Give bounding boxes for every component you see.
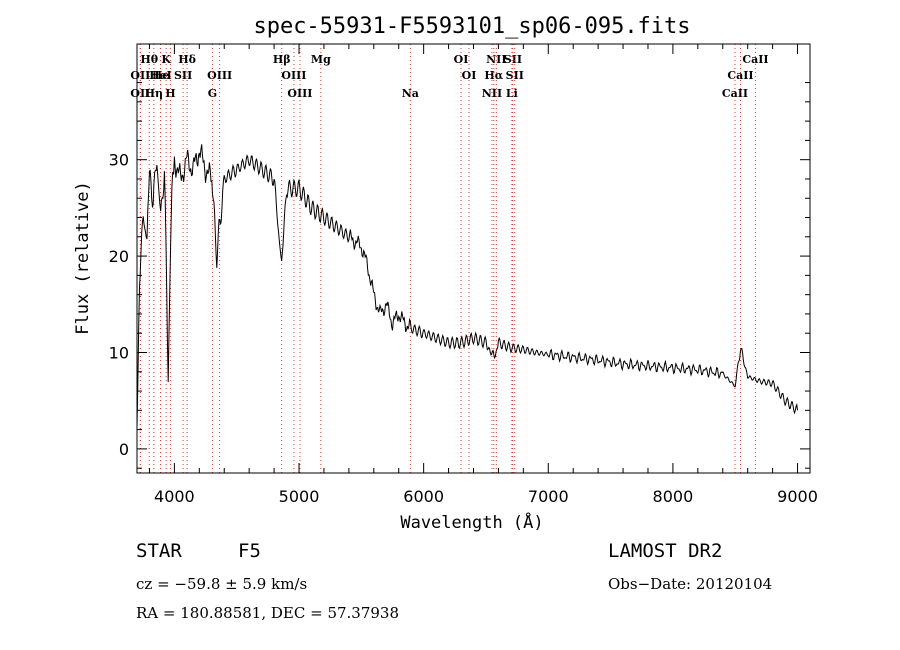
survey-name: LAMOST DR2 — [608, 540, 723, 562]
spectral-line-label: Na — [402, 87, 419, 100]
spectral-line-label: CaII — [722, 87, 748, 100]
y-tick-label: 10 — [109, 343, 129, 362]
spectral-line-label: HeI — [149, 69, 172, 82]
spectral-line-label: OII — [130, 87, 150, 100]
spectral-line-label: NII — [482, 87, 502, 100]
spectral-line-label: SII — [174, 69, 192, 82]
y-tick-label: 0 — [119, 440, 129, 459]
y-axis-label: Flux (relative) — [73, 181, 93, 335]
spectral-line-label: NII — [486, 53, 506, 66]
x-tick-label: 9000 — [777, 487, 818, 506]
spectral-line-label: OIII — [281, 69, 306, 82]
spectral-line-label: CaII — [742, 53, 768, 66]
object-subclass: F5 — [238, 540, 261, 562]
spectral-line-label: K — [161, 53, 171, 66]
chart-title: spec-55931-F5593101_sp06-095.fits — [253, 14, 690, 39]
observation-date: Obs−Date: 20120104 — [608, 575, 773, 593]
coordinates: RA = 180.88581, DEC = 57.37938 — [136, 604, 400, 622]
x-axis-ticks: 4000 5000 6000 7000 8000 9000 — [148, 44, 818, 506]
spectral-line-label: Li — [506, 87, 518, 100]
spectral-line-label: G — [208, 87, 217, 100]
spectral-line-label: He — [152, 69, 169, 82]
spectral-line-label: OIII — [207, 69, 232, 82]
object-class: STAR — [136, 540, 182, 562]
x-tick-label: 5000 — [279, 487, 320, 506]
x-tick-label: 4000 — [154, 487, 195, 506]
spectral-line-label: OI — [454, 53, 469, 66]
spectral-line-label: Hβ — [273, 53, 291, 66]
x-tick-label: 6000 — [403, 487, 444, 506]
y-tick-label: 20 — [109, 247, 129, 266]
plot-frame — [136, 43, 811, 474]
spectral-line-label: Hα — [484, 69, 503, 82]
spectral-line-label: SII — [506, 69, 524, 82]
x-axis-label: Wavelength (Å) — [400, 511, 543, 533]
y-axis-ticks: 0 10 20 30 — [109, 82, 810, 469]
spectral-line-label: Hη — [145, 87, 163, 100]
spectrum-series — [136, 144, 798, 428]
spectral-line-label: SII — [504, 53, 522, 66]
spectral-line-label: H — [165, 87, 175, 100]
spectral-line-label: Mg — [311, 53, 331, 66]
spectral-line-label: Hθ — [140, 53, 158, 66]
x-tick-label: 8000 — [653, 487, 694, 506]
y-tick-label: 30 — [109, 151, 129, 170]
spectral-line-label: OII — [130, 69, 150, 82]
spectral-line-label: OIII — [287, 87, 312, 100]
spectral-line-label: Hδ — [178, 53, 196, 66]
spectral-line-label: OI — [462, 69, 477, 82]
spectral-line-label: CaII — [727, 69, 753, 82]
x-tick-label: 7000 — [528, 487, 569, 506]
spectrum-line — [136, 144, 798, 428]
redshift-cz: cz = −59.8 ± 5.9 km/s — [136, 575, 308, 593]
